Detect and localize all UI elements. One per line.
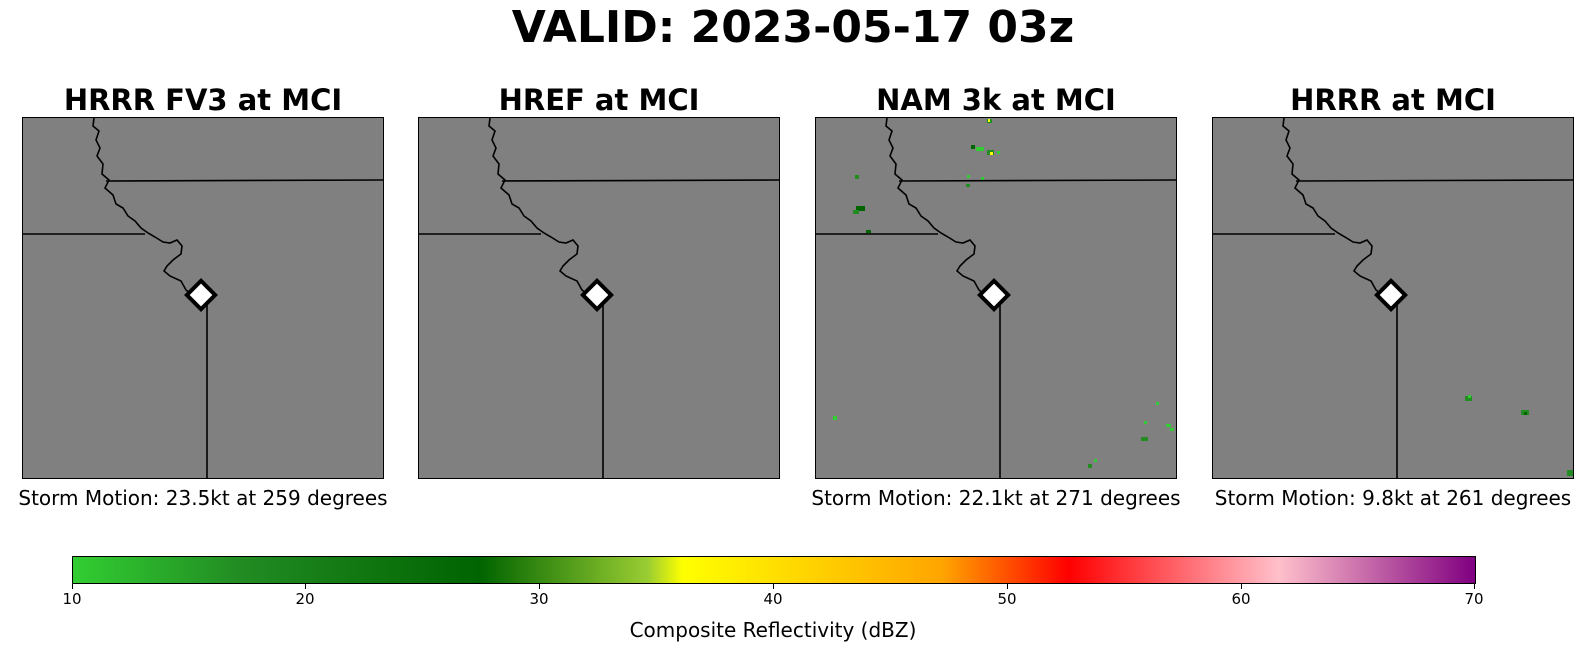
colorbar-tick-label: 20 bbox=[295, 590, 315, 608]
colorbar-tick bbox=[1474, 583, 1475, 589]
colorbar-tick bbox=[305, 583, 306, 589]
station-marker-mci bbox=[1374, 278, 1408, 312]
colorbar-tick-label: 30 bbox=[529, 590, 549, 608]
state-borders bbox=[816, 118, 1176, 478]
state-borders bbox=[1213, 118, 1573, 478]
state-borders bbox=[419, 118, 779, 478]
colorbar-label: Composite Reflectivity (dBZ) bbox=[629, 618, 917, 642]
reflectivity-map bbox=[815, 117, 1177, 479]
colorbar-tick bbox=[773, 583, 774, 589]
station-marker-mci bbox=[580, 278, 614, 312]
colorbar-tick bbox=[72, 583, 73, 589]
storm-motion: Storm Motion: 23.5kt at 259 degrees bbox=[18, 486, 388, 510]
colorbar-tick bbox=[1241, 583, 1242, 589]
colorbar-tick-label: 10 bbox=[62, 590, 82, 608]
reflectivity-map bbox=[418, 117, 780, 479]
panel-title: HRRR at MCI bbox=[1290, 83, 1496, 117]
reflectivity-colorbar bbox=[72, 556, 1476, 584]
panel-title: HRRR FV3 at MCI bbox=[63, 83, 343, 117]
colorbar-tick-label: 70 bbox=[1464, 590, 1484, 608]
figure-title: VALID: 2023-05-17 03z bbox=[511, 2, 1075, 53]
colorbar-tick bbox=[539, 583, 540, 589]
station-marker-mci bbox=[184, 278, 218, 312]
colorbar-tick bbox=[1007, 583, 1008, 589]
colorbar-tick-label: 50 bbox=[997, 590, 1017, 608]
state-borders bbox=[23, 118, 383, 478]
panel-title: NAM 3k at MCI bbox=[876, 83, 1116, 117]
storm-motion: Storm Motion: 22.1kt at 271 degrees bbox=[811, 486, 1181, 510]
panel-title: HREF at MCI bbox=[498, 83, 700, 117]
reflectivity-echoes bbox=[1465, 395, 1573, 476]
reflectivity-echoes bbox=[833, 119, 1174, 468]
colorbar-tick-label: 60 bbox=[1231, 590, 1251, 608]
colorbar-tick-label: 40 bbox=[763, 590, 783, 608]
station-marker-mci bbox=[977, 278, 1011, 312]
storm-motion: Storm Motion: 9.8kt at 261 degrees bbox=[1214, 486, 1572, 510]
reflectivity-map bbox=[1212, 117, 1574, 479]
reflectivity-map bbox=[22, 117, 384, 479]
